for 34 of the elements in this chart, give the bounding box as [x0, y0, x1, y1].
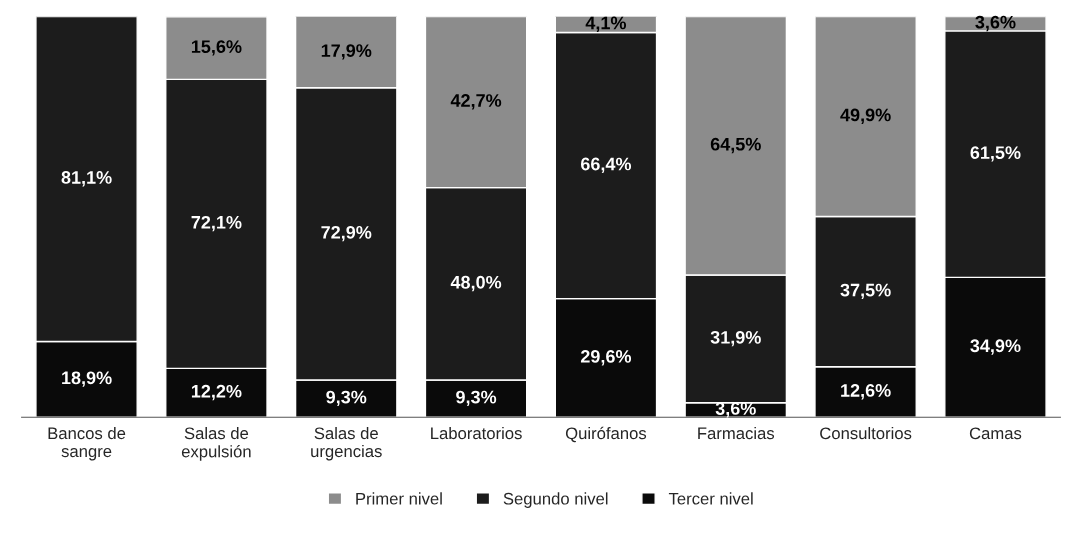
data-label: 18,9%: [62, 371, 112, 387]
data-label: 81,1%: [61, 171, 112, 187]
data-label: 12,6%: [841, 384, 891, 400]
data-label: 9,3%: [456, 390, 497, 407]
data-label: 72,1%: [191, 215, 242, 232]
x-tick-label: Farmacias: [698, 426, 775, 440]
x-tick-label: Laboratorios: [431, 426, 522, 440]
legend-label: Primer nivel: [356, 492, 442, 505]
x-tick-label: Salas de urgencias: [311, 426, 382, 461]
data-label: 66,4%: [580, 157, 632, 174]
x-tick-label: Bancos de sangre: [48, 426, 126, 461]
x-tick-label: Quirófanos: [565, 426, 647, 443]
data-label: 34,9%: [970, 339, 1021, 355]
data-label: 3,6%: [975, 15, 1016, 32]
x-tick-label: Camas: [969, 427, 1022, 440]
x-tick-label: Salas de expulsión: [181, 426, 251, 461]
data-label: 31,9%: [710, 330, 761, 347]
data-label: 64,5%: [710, 137, 761, 154]
data-label: 37,5%: [840, 283, 891, 300]
data-label: 72,9%: [321, 225, 372, 242]
data-label: 3,6%: [715, 402, 756, 418]
data-label: 12,2%: [191, 384, 242, 401]
x-tick-label: Consultorios: [820, 426, 912, 440]
data-label: 29,6%: [580, 349, 632, 366]
data-label: 9,3%: [326, 390, 367, 407]
data-label: 15,6%: [191, 40, 242, 56]
data-label: 49,9%: [840, 108, 891, 124]
data-label: 4,1%: [585, 16, 627, 32]
data-label: 42,7%: [450, 94, 502, 110]
data-label: 17,9%: [321, 44, 372, 60]
data-label: 48,0%: [450, 275, 502, 292]
legend-label: Segundo nivel: [503, 492, 608, 508]
legend-label: Tercer nivel: [668, 492, 753, 505]
data-label: 61,5%: [970, 146, 1021, 162]
